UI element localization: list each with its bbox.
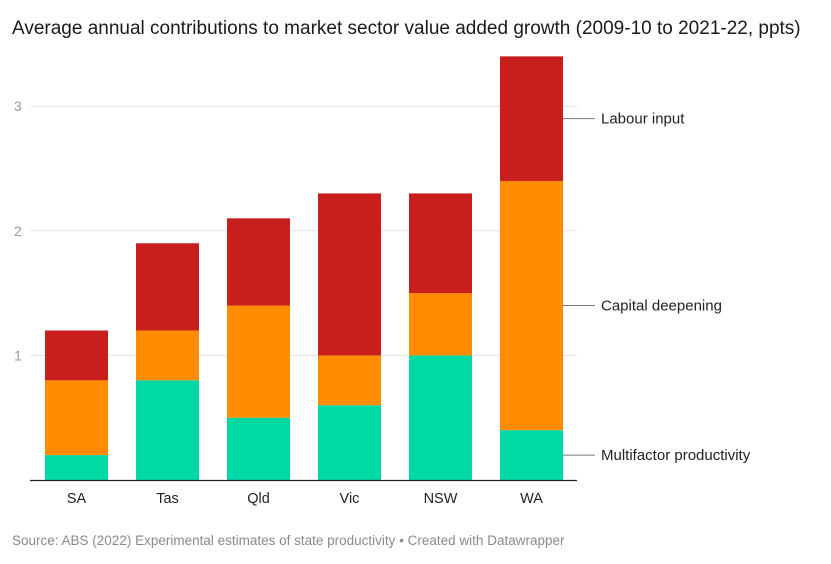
bar-wa-labour-input [500,56,563,181]
legend-label-capital-deepening: Capital deepening [601,298,722,315]
x-tick-label-vic: Vic [340,491,360,507]
x-tick-label-tas: Tas [156,491,179,507]
bar-qld-capital-deepening [227,305,290,418]
bar-nsw-multifactor-productivity [409,355,472,480]
bar-vic-multifactor-productivity [318,405,381,480]
bar-nsw-capital-deepening [409,293,472,356]
bar-wa-capital-deepening [500,180,563,431]
bar-tas-multifactor-productivity [136,380,199,480]
bar-wa-multifactor-productivity [500,430,563,480]
x-tick-label-qld: Qld [247,491,270,507]
bar-tas-capital-deepening [136,330,199,381]
bar-vic-labour-input [318,193,381,356]
bar-vic-capital-deepening [318,355,381,406]
y-tick-label-3: 3 [14,98,22,114]
bar-sa-multifactor-productivity [45,455,108,480]
x-tick-label-nsw: NSW [424,491,458,507]
legend-label-labour-input: Labour input [601,111,685,128]
bar-sa-labour-input [45,330,108,381]
legend-label-multifactor-productivity: Multifactor productivity [601,447,751,464]
bar-sa-capital-deepening [45,380,108,456]
bar-qld-multifactor-productivity [227,417,290,480]
y-tick-label-1: 1 [14,347,22,363]
x-tick-label-sa: SA [67,491,87,507]
x-tick-label-wa: WA [520,491,543,507]
source-note: Source: ABS (2022) Experimental estimate… [12,533,565,548]
chart-title: Average annual contributions to market s… [12,18,801,39]
bar-tas-labour-input [136,243,199,331]
y-tick-label-2: 2 [14,223,22,239]
bar-nsw-labour-input [409,193,472,294]
bar-qld-labour-input [227,218,290,306]
